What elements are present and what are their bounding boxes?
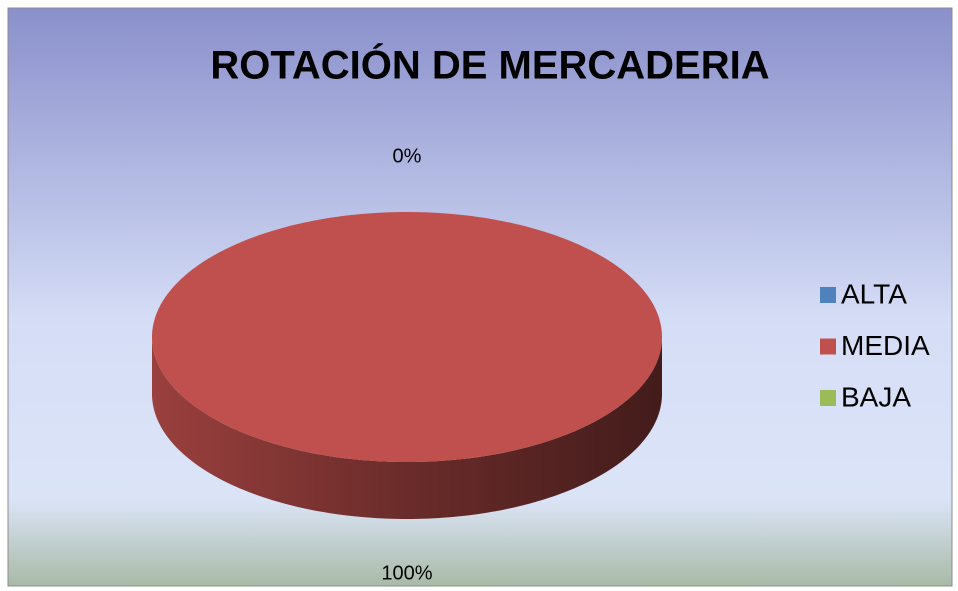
legend-swatch xyxy=(820,287,836,303)
chart-title: ROTACIÓN DE MERCADERIA xyxy=(210,42,769,88)
legend-label: BAJA xyxy=(841,381,911,412)
legend-label: ALTA xyxy=(841,278,907,309)
pie-side xyxy=(152,337,662,519)
legend-swatch xyxy=(820,390,836,406)
pie: 0% 100% xyxy=(152,145,662,584)
legend-label: MEDIA xyxy=(841,330,930,361)
pie-slice xyxy=(152,212,662,462)
data-label: 0% xyxy=(393,145,422,167)
legend: ALTA MEDIA BAJA xyxy=(820,278,930,412)
data-label: 100% xyxy=(381,562,432,584)
legend-swatch xyxy=(820,338,836,355)
